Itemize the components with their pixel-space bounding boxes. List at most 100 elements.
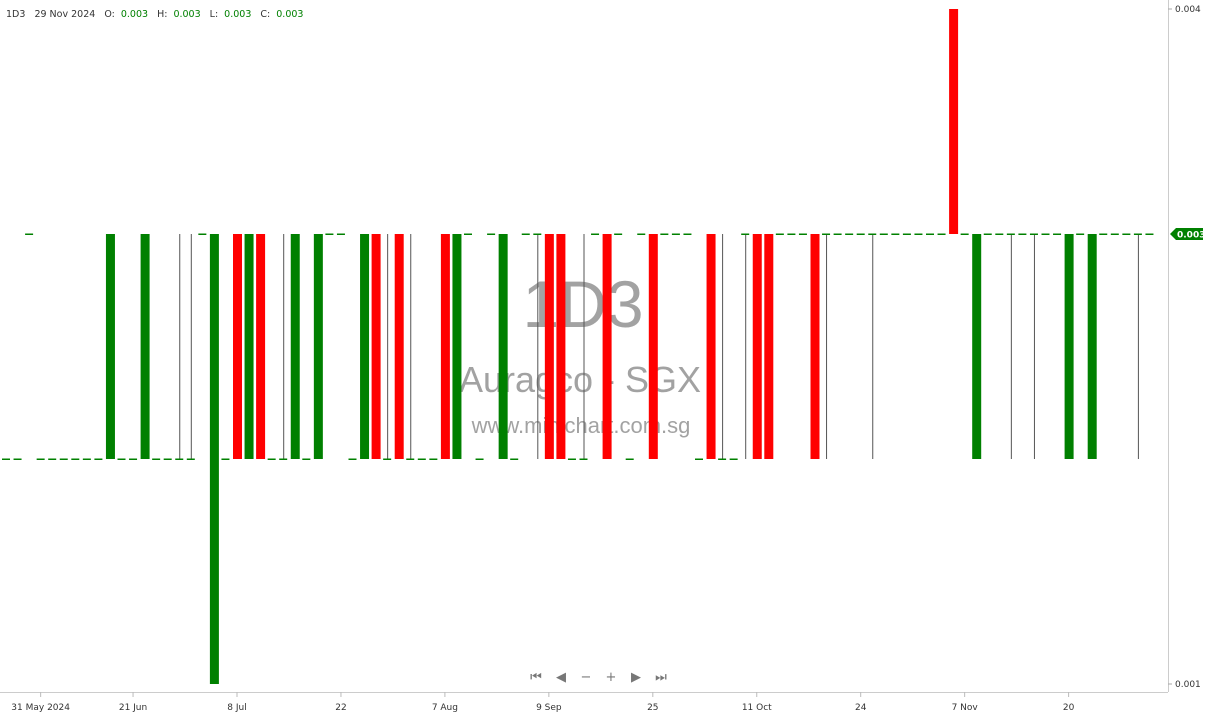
candle-flat	[879, 233, 888, 235]
candle-flat	[741, 233, 750, 235]
candle	[71, 458, 80, 460]
candle	[279, 234, 288, 460]
candle-flat	[1099, 233, 1108, 235]
candle	[1006, 233, 1015, 459]
candle	[637, 233, 646, 235]
candle-flat	[683, 233, 692, 235]
candle-flat	[94, 458, 103, 460]
candle	[960, 233, 969, 235]
x-tick-label: 11 Oct	[742, 703, 772, 713]
candle	[845, 233, 854, 235]
watermark-code: 1D3	[522, 267, 643, 341]
watermark: 1D3 Auragco - SGX www.minichart.com.sg	[459, 267, 701, 438]
candle	[498, 234, 508, 459]
candle-flat	[729, 458, 738, 460]
y-tick-label: 0.001	[1175, 680, 1201, 690]
candle-body	[313, 234, 323, 459]
candle	[1122, 233, 1131, 235]
candle	[1133, 233, 1142, 459]
candle-flat	[336, 233, 345, 235]
candle	[1145, 233, 1154, 235]
candle	[926, 233, 934, 235]
first-icon[interactable]: ⏮	[530, 670, 542, 685]
candle-flat	[983, 233, 992, 235]
candle	[406, 234, 415, 460]
candle	[602, 234, 612, 459]
x-axis[interactable]: 31 May 2024 21 Jun 8 Jul 22 7 Aug 9 Sep 25 11 O…	[11, 692, 1075, 713]
candle-flat	[833, 233, 842, 235]
candle	[221, 458, 230, 460]
candle-body	[440, 234, 450, 459]
candle-body	[233, 234, 242, 459]
candle	[105, 234, 115, 459]
candle	[440, 234, 450, 459]
close-value: 0.003	[276, 9, 304, 20]
candle-flat	[82, 458, 91, 460]
candle	[383, 234, 392, 460]
candle	[487, 233, 496, 235]
x-tick-label: 7 Aug	[432, 703, 458, 713]
candle-flat	[152, 458, 161, 460]
candle	[163, 458, 172, 460]
candle-flat	[13, 458, 22, 460]
x-tick-label: 7 Nov	[952, 703, 979, 713]
candle-body	[602, 234, 612, 459]
candle	[868, 233, 877, 459]
candle	[464, 233, 472, 235]
next-icon[interactable]: ▶	[631, 670, 641, 685]
candle-body	[544, 234, 554, 459]
candle	[660, 233, 669, 235]
x-tick-label: 24	[855, 703, 867, 713]
close-label: C:	[260, 9, 271, 20]
last-price-label: 0.003	[1177, 231, 1205, 241]
candle-flat	[59, 458, 68, 460]
candle-flat	[822, 233, 831, 235]
candle-flat	[891, 233, 900, 235]
candle-flat	[406, 458, 415, 460]
candle	[752, 234, 762, 459]
last-icon[interactable]: ⏭	[655, 670, 667, 685]
candle	[360, 234, 370, 459]
candle-flat	[1006, 233, 1015, 235]
low-value: 0.003	[224, 9, 252, 20]
candle-flat	[487, 233, 496, 235]
candle-body	[648, 234, 658, 459]
candle-flat	[671, 233, 680, 235]
y-axis[interactable]: 0.004 0.001 0.003	[1168, 5, 1205, 690]
candle-body	[556, 234, 566, 459]
candle	[348, 458, 357, 460]
candle	[394, 234, 404, 459]
symbol: 1D3	[6, 9, 26, 20]
candle-flat	[325, 233, 334, 235]
candle-flat	[383, 458, 392, 460]
candle	[244, 234, 254, 459]
high-label: H:	[157, 9, 168, 20]
candle	[648, 234, 658, 459]
candle	[1029, 233, 1038, 459]
candle-flat	[718, 458, 727, 460]
candle	[556, 234, 566, 459]
candle	[614, 233, 623, 235]
candle-flat	[429, 458, 438, 460]
candle-flat	[1110, 233, 1119, 235]
candle	[579, 234, 588, 460]
candle-body	[394, 234, 404, 459]
candle-flat	[914, 233, 923, 235]
candle	[129, 458, 138, 460]
candle	[706, 234, 716, 459]
last-price-marker: 0.003	[1170, 228, 1205, 241]
zoom-in-icon[interactable]: +	[605, 670, 617, 685]
candle-flat	[902, 233, 911, 235]
candle	[741, 233, 750, 459]
candle-flat	[1133, 233, 1142, 235]
candle	[1041, 233, 1050, 235]
candle-flat	[186, 458, 195, 460]
candle	[267, 458, 276, 460]
zoom-out-icon[interactable]: −	[580, 670, 592, 685]
candle-flat	[567, 458, 576, 460]
x-tick-label: 20	[1063, 703, 1075, 713]
candle-flat	[579, 458, 588, 460]
high-value: 0.003	[173, 9, 201, 20]
prev-icon[interactable]: ◀	[556, 670, 566, 685]
